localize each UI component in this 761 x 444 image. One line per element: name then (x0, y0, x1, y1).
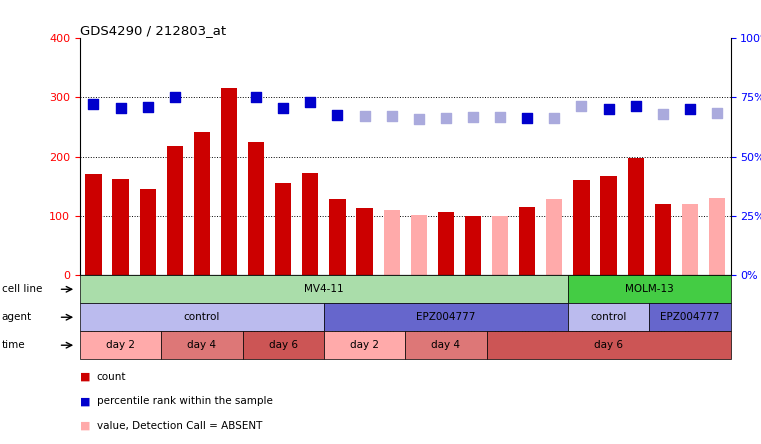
Bar (302, 173, 319, 275)
Point (304, 98, 317, 105)
Bar (628, 158, 644, 275)
Bar (139, 189, 156, 275)
Text: control: control (591, 312, 627, 322)
Bar (324, 303, 568, 331)
Text: day 4: day 4 (187, 340, 216, 350)
Text: MOLM-13: MOLM-13 (625, 284, 673, 294)
Text: day 2: day 2 (106, 340, 135, 350)
Bar (80, 275, 568, 303)
Point (277, 104, 289, 111)
Bar (80, 331, 161, 359)
Bar (654, 204, 671, 275)
Point (603, 106, 615, 113)
Text: day 2: day 2 (350, 340, 379, 350)
Point (548, 115, 560, 122)
Bar (573, 180, 590, 275)
Bar (465, 216, 481, 275)
Point (412, 115, 425, 122)
Point (521, 115, 533, 122)
Text: GDS4290 / 212803_at: GDS4290 / 212803_at (80, 24, 226, 37)
Point (657, 110, 669, 117)
Bar (248, 142, 264, 275)
Text: percentile rank within the sample: percentile rank within the sample (97, 396, 272, 406)
Text: MV4-11: MV4-11 (304, 284, 344, 294)
Point (440, 115, 452, 122)
Point (169, 94, 181, 101)
Bar (194, 131, 210, 275)
Text: value, Detection Call = ABSENT: value, Detection Call = ABSENT (97, 421, 262, 431)
Bar (85, 174, 101, 275)
Point (575, 103, 587, 110)
Bar (568, 303, 649, 331)
Bar (600, 176, 616, 275)
Point (494, 114, 506, 121)
Point (684, 106, 696, 113)
Bar (243, 331, 324, 359)
Text: count: count (97, 372, 126, 382)
Bar (384, 210, 400, 275)
Bar (519, 207, 536, 275)
Text: time: time (2, 340, 25, 350)
Point (467, 114, 479, 121)
Bar (330, 199, 345, 275)
Bar (167, 146, 183, 275)
Bar (221, 88, 237, 275)
Bar (113, 179, 129, 275)
Point (114, 105, 126, 112)
Point (711, 109, 723, 116)
Bar (486, 331, 731, 359)
Text: EPZ004777: EPZ004777 (416, 312, 476, 322)
Bar (324, 331, 405, 359)
Text: ■: ■ (80, 421, 91, 431)
Point (629, 103, 642, 110)
Text: day 4: day 4 (431, 340, 460, 350)
Text: control: control (183, 312, 220, 322)
Bar (161, 331, 243, 359)
Text: ■: ■ (80, 396, 91, 406)
Point (331, 111, 343, 119)
Bar (709, 198, 725, 275)
Bar (546, 199, 562, 275)
Point (88, 100, 100, 107)
Point (386, 113, 398, 120)
Text: ■: ■ (80, 372, 91, 382)
Text: EPZ004777: EPZ004777 (661, 312, 720, 322)
Text: day 6: day 6 (269, 340, 298, 350)
Bar (682, 204, 698, 275)
Bar (492, 216, 508, 275)
Text: day 6: day 6 (594, 340, 623, 350)
Text: agent: agent (2, 312, 32, 322)
Point (358, 113, 371, 120)
Bar (356, 208, 373, 275)
Text: cell line: cell line (2, 284, 42, 294)
Bar (405, 331, 486, 359)
Bar (275, 183, 291, 275)
Bar (438, 212, 454, 275)
Bar (80, 303, 324, 331)
Point (250, 94, 263, 101)
Bar (411, 215, 427, 275)
Bar (568, 275, 731, 303)
Bar (649, 303, 731, 331)
Point (142, 103, 154, 111)
